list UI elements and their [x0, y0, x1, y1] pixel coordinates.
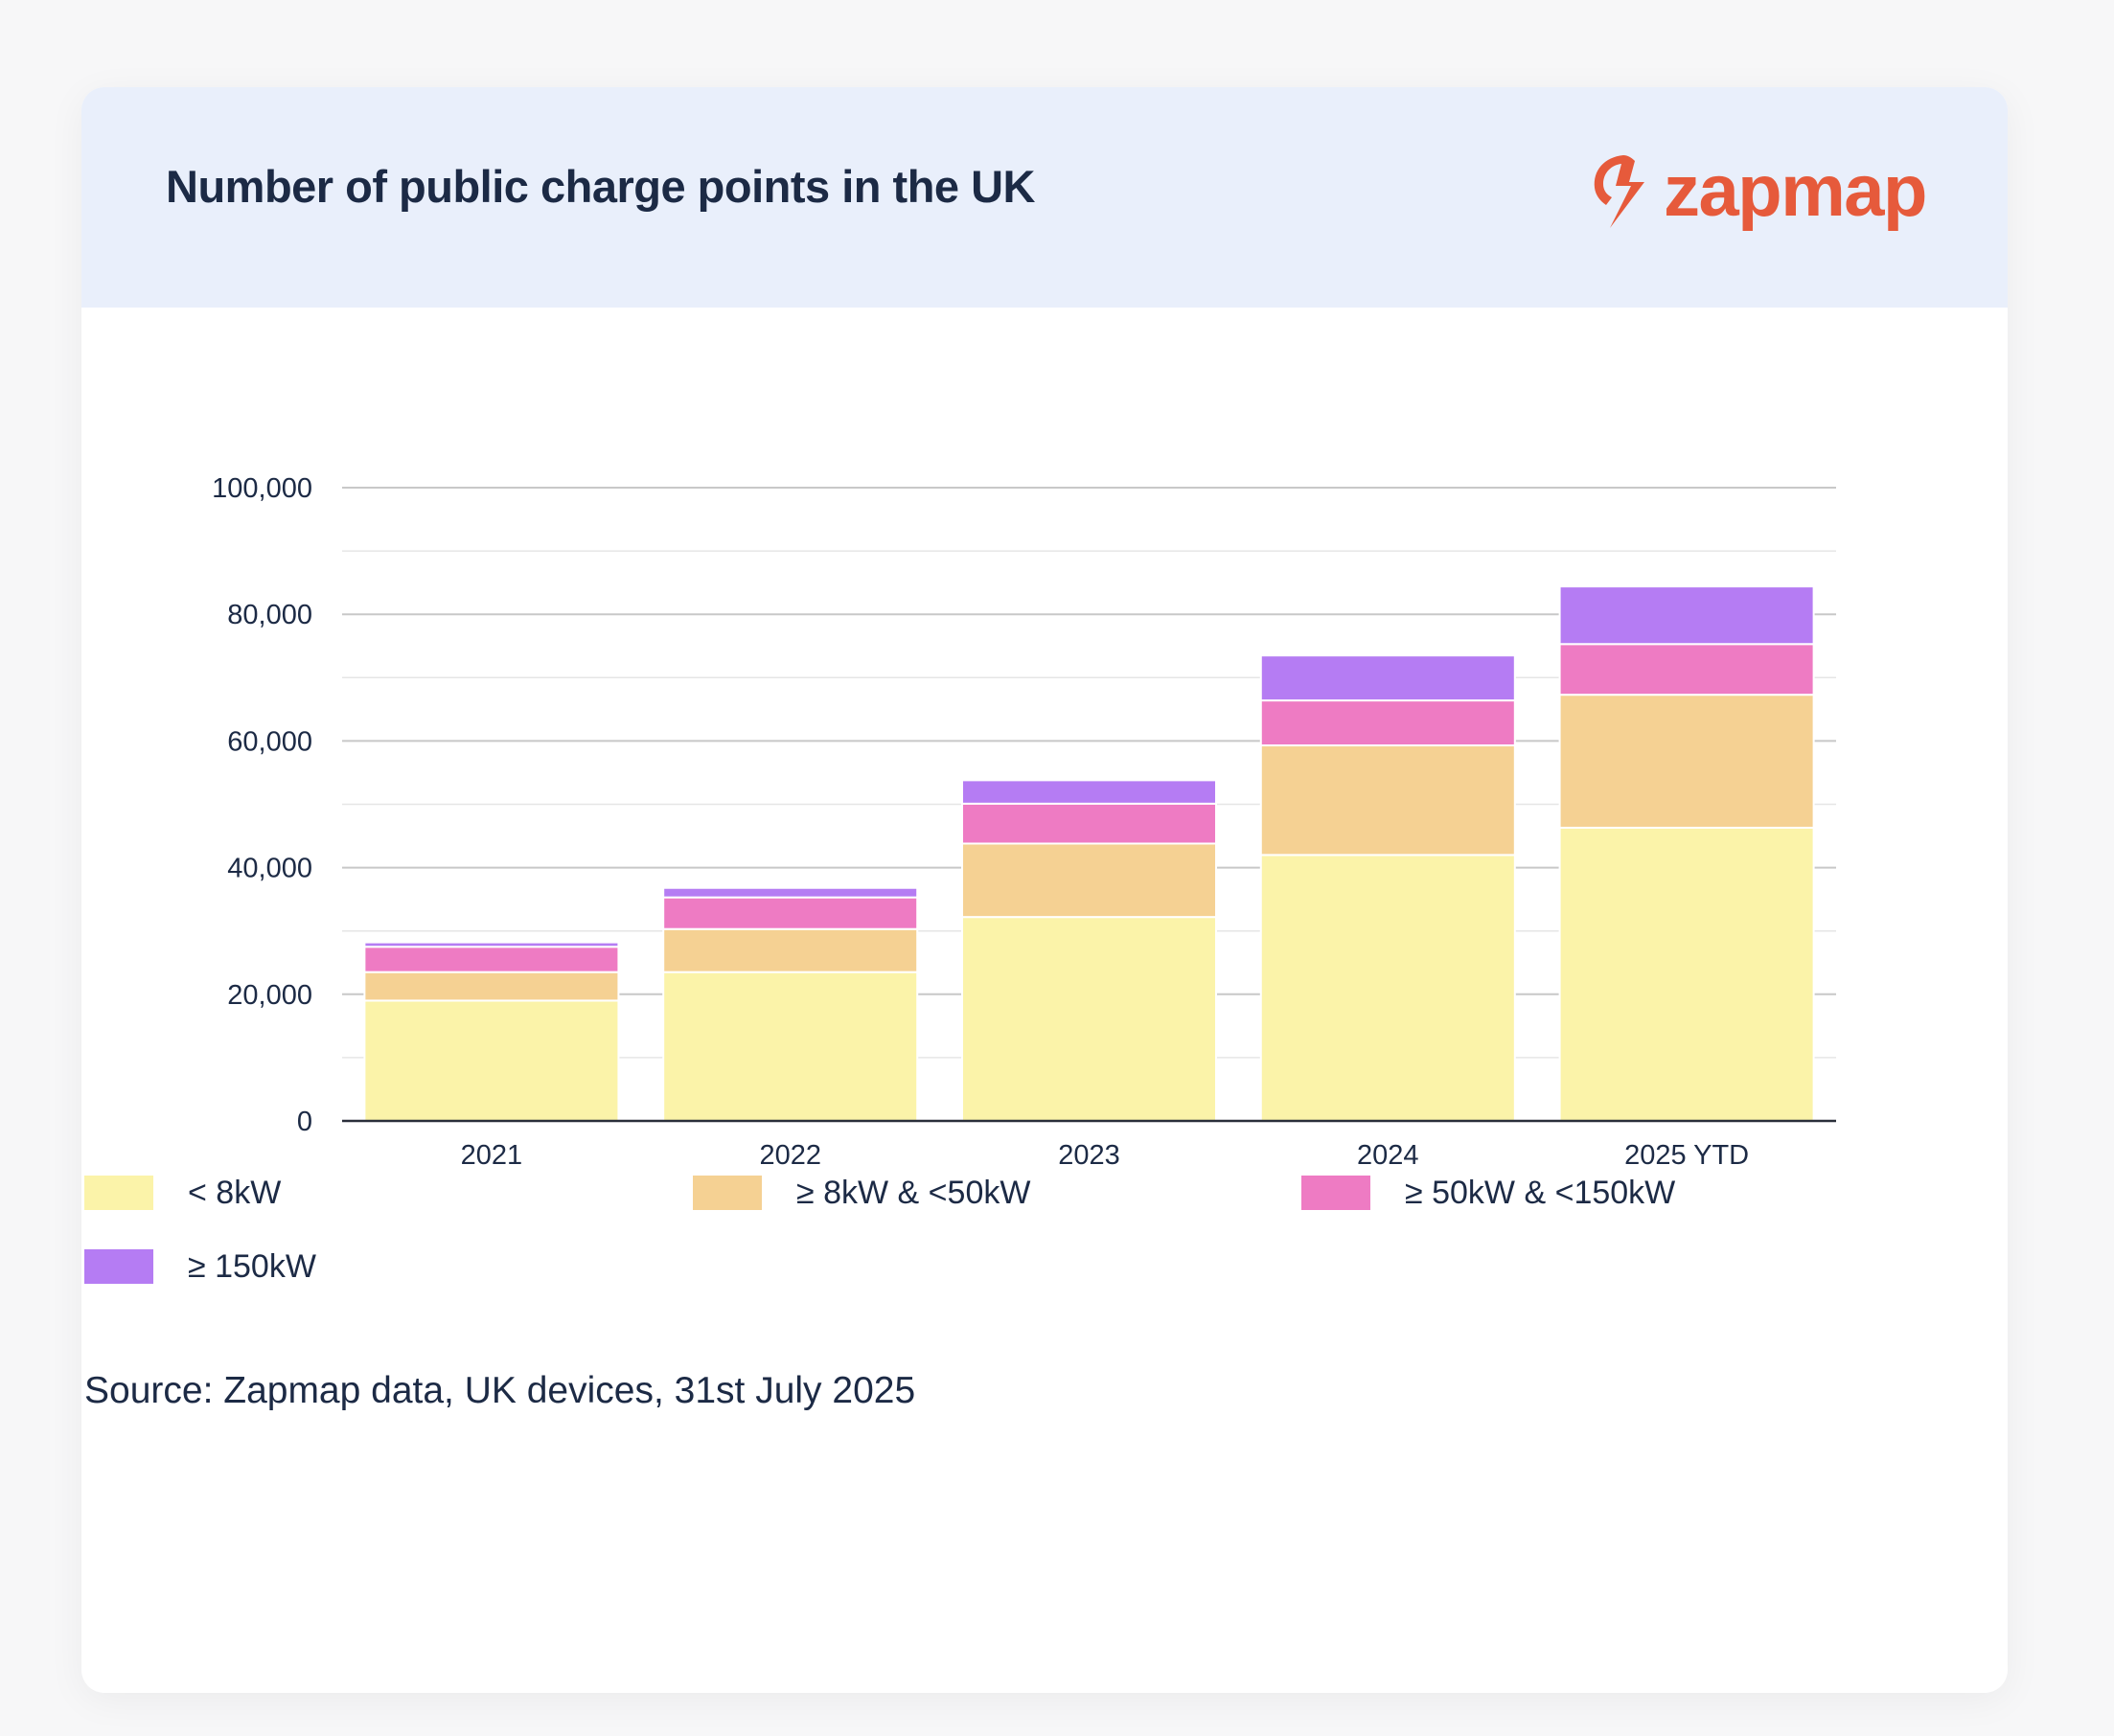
- card-header: Number of public charge points in the UK…: [81, 87, 2008, 308]
- bar-segment: [363, 946, 620, 973]
- bar-segment: [662, 927, 919, 973]
- legend-label: < 8kW: [188, 1174, 282, 1211]
- legend-item: ≥ 150kW: [84, 1247, 316, 1286]
- legend-label: ≥ 50kW & <150kW: [1405, 1174, 1676, 1211]
- bar-segment: [960, 842, 1218, 919]
- x-tick-label: 2021: [461, 1140, 523, 1171]
- y-tick-label: 20,000: [227, 980, 312, 1011]
- legend-label: ≥ 8kW & <50kW: [796, 1174, 1031, 1211]
- x-tick-label: 2023: [1058, 1140, 1120, 1171]
- legend-swatch: [84, 1249, 153, 1284]
- y-tick-label: 40,000: [227, 854, 312, 884]
- legend-item: ≥ 50kW & <150kW: [1301, 1174, 1675, 1212]
- bar-segment: [960, 779, 1218, 805]
- bar-segment: [960, 802, 1218, 845]
- x-tick-label: 2024: [1357, 1140, 1419, 1171]
- legend-swatch: [693, 1176, 762, 1210]
- bar-segment: [1558, 694, 1815, 829]
- bar-segment: [363, 999, 620, 1123]
- bar-segment: [960, 916, 1218, 1123]
- chart-legend: < 8kW ≥ 8kW & <50kW ≥ 50kW & <150kW ≥ 150kW: [84, 1174, 1905, 1336]
- bar-segment: [1259, 854, 1516, 1122]
- bar-segment: [363, 941, 620, 948]
- y-tick-label: 0: [297, 1107, 312, 1137]
- bar-segment: [662, 971, 919, 1122]
- legend-swatch: [84, 1176, 153, 1210]
- bar-segment: [1259, 654, 1516, 702]
- source-note: Source: Zapmap data, UK devices, 31st Ju…: [84, 1370, 916, 1411]
- zapmap-logo: zapmap: [1589, 150, 1927, 233]
- bar-segment: [1259, 699, 1516, 747]
- bar-segment: [1558, 826, 1815, 1122]
- x-tick-label: 2022: [759, 1140, 821, 1171]
- legend-item: < 8kW: [84, 1174, 281, 1212]
- bar-segment: [662, 886, 919, 899]
- legend-label: ≥ 150kW: [188, 1247, 316, 1285]
- bar-segment: [363, 971, 620, 1002]
- bar-segment: [662, 896, 919, 930]
- chart-title: Number of public charge points in the UK: [166, 161, 1036, 212]
- logo-text: zapmap: [1664, 150, 1927, 232]
- x-tick-label: 2025 YTD: [1624, 1140, 1749, 1171]
- y-tick-label: 80,000: [227, 600, 312, 630]
- bar-segment: [1558, 585, 1815, 646]
- legend-swatch: [1301, 1176, 1370, 1210]
- bar-segment: [1259, 744, 1516, 857]
- zapmap-lightning-icon: [1594, 155, 1644, 228]
- y-tick-label: 60,000: [227, 726, 312, 757]
- bar-segment: [1558, 643, 1815, 697]
- legend-item: ≥ 8kW & <50kW: [693, 1174, 1030, 1212]
- y-tick-label: 100,000: [212, 473, 312, 504]
